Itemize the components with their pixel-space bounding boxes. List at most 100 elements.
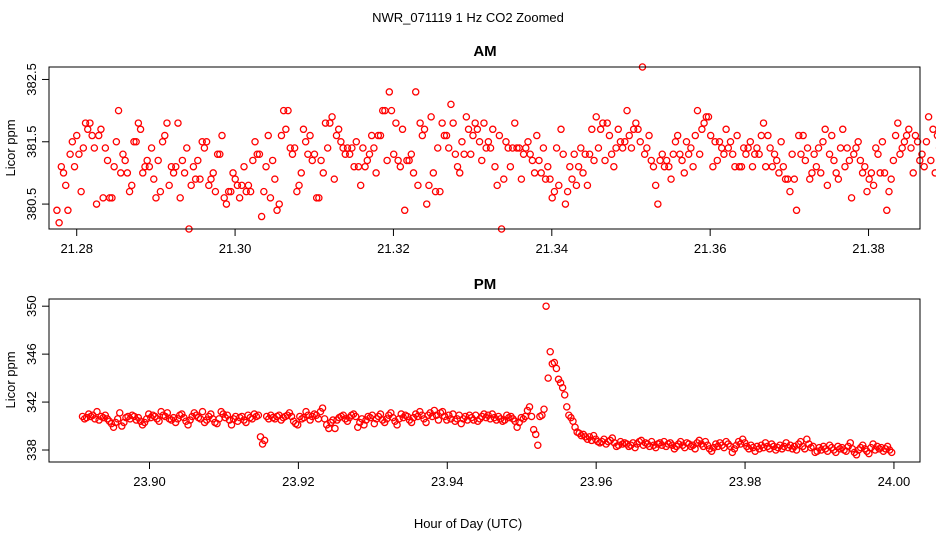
am-data-point [671,138,680,146]
am-data-point [592,113,600,121]
am-data-point [405,156,413,165]
am-data-point [403,156,411,165]
am-data-point [825,150,834,158]
am-data-point [123,169,132,177]
am-data-point [354,162,363,171]
am-data-point [249,156,257,165]
am-data-point [733,131,741,140]
am-data-point [176,194,184,202]
am-data-point [372,169,380,177]
pm-data-point [422,418,430,427]
am-data-point [486,144,495,152]
am-data-point [726,138,735,146]
am-data-point [319,169,328,177]
am-data-point [317,156,325,165]
am-data-point [209,169,217,177]
am-data-point [449,119,457,127]
am-data-point [746,138,755,146]
pm-x-tick-label: 23.94 [431,474,464,489]
pm-axis-ticks: 23.90 23.92 23.94 23.96 23.98 24.00 338 342 346 3… [24,295,910,489]
am-data-point [693,106,702,115]
am-data-point [612,144,620,152]
am-data-point [735,162,744,171]
am-data-point [577,144,585,152]
pm-data-point [540,405,548,414]
figure-title: NWR_071119 1 Hz CO2 Zoomed [372,10,564,25]
am-data-point [801,156,810,165]
pm-x-tick-label: 24.00 [878,474,911,489]
am-data-point [931,169,936,177]
am-data-point [797,150,805,158]
am-x-tick-label: 21.28 [60,241,93,256]
am-data-point [737,162,746,171]
am-data-point [92,200,101,208]
am-data-point [462,113,471,121]
am-y-tick-label: 380.5 [24,188,39,221]
am-data-point [114,106,123,115]
am-data-point [572,181,581,190]
am-data-point [88,131,96,140]
am-data-point [561,200,570,208]
am-data-point [896,150,904,158]
am-data-point [167,162,176,171]
am-data-point [902,131,911,140]
am-data-point [211,187,220,196]
am-data-point [852,144,860,152]
am-data-point [94,131,103,140]
am-data-point [55,219,63,227]
am-data-point [616,138,625,146]
am-data-point [524,138,532,146]
am-data-point [224,187,233,196]
am-data-point [350,162,358,171]
am-data-point [183,144,191,152]
am-data-point [535,156,543,165]
am-data-point [385,88,394,96]
am-data-point [321,119,330,127]
am-data-point [933,132,936,140]
pm-data-point [320,415,329,423]
am-data-point [383,156,391,165]
pm-data-point [552,364,561,373]
am-data-point [806,175,814,183]
am-data-point [156,187,165,196]
pm-data-point [538,411,546,420]
am-data-point [594,144,603,152]
am-data-point [489,125,497,134]
am-data-point [905,125,913,134]
am-data-point [145,162,154,171]
pm-data-point [260,436,269,445]
am-data-point [220,194,228,202]
am-data-point [306,131,314,140]
am-data-point [345,150,354,158]
am-data-point [739,144,748,152]
am-data-point [396,162,405,171]
am-data-point [400,206,409,215]
am-data-point [352,138,361,146]
am-data-point [656,156,664,165]
am-data-point [108,194,116,202]
pm-data-point [318,404,327,412]
am-data-point [878,138,887,146]
am-data-point [599,119,607,127]
pm-data-point [293,421,302,429]
am-data-point [484,138,493,146]
pm-plot-frame [48,298,921,463]
am-data-point [235,194,244,202]
am-data-point [858,169,867,177]
am-data-point [513,144,521,152]
am-data-point [72,131,81,140]
am-data-point [99,194,107,202]
am-data-point [706,131,715,140]
am-data-point [246,187,255,196]
am-data-point [433,144,442,152]
am-data-point [414,181,422,190]
am-data-point [213,150,222,158]
am-data-point [70,162,79,171]
am-data-point [869,181,878,190]
am-data-point [389,150,398,158]
am-data-point [251,138,259,146]
am-data-point [253,150,261,158]
pm-x-tick-label: 23.96 [580,474,613,489]
am-data-point [500,175,508,183]
am-data-point [196,175,204,183]
